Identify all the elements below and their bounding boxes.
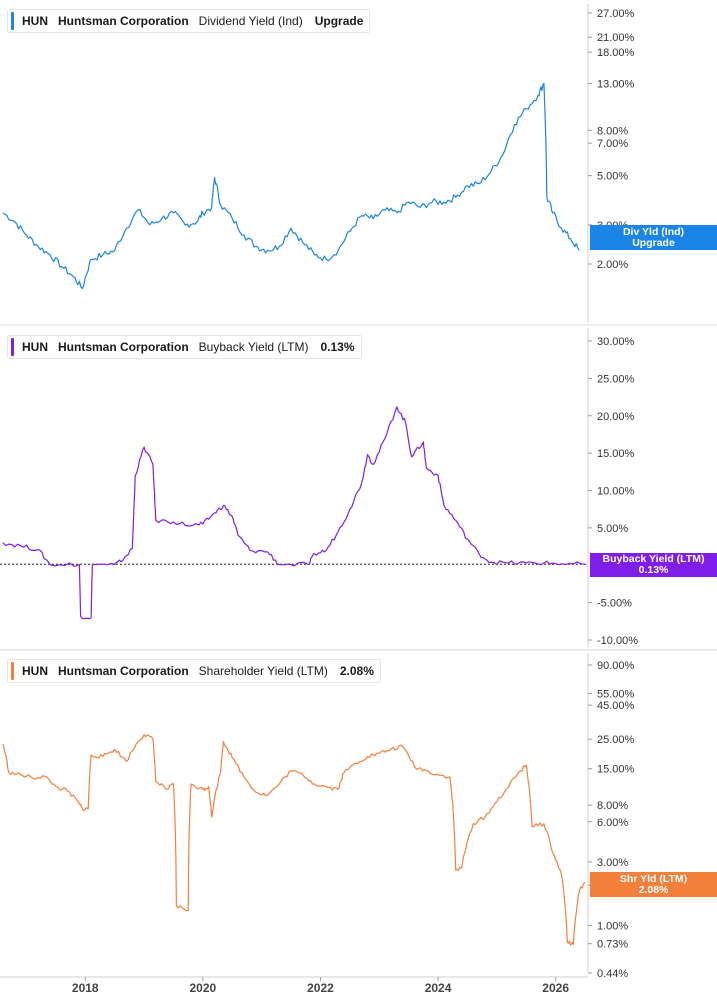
chart-panel-1: 30.00% 25.00% 20.00% 15.00% 10.00% 5.00% -5.00…: [0, 324, 717, 647]
y-tick-label: 13.00%: [597, 78, 635, 90]
legend-shareholder-yield: HUN Huntsman Corporation Shareholder Yie…: [7, 659, 381, 683]
legend-company: Huntsman Corporation: [58, 14, 189, 28]
legend-ticker: HUN: [22, 14, 48, 28]
y-tick-label: 1.00%: [597, 920, 628, 932]
y-tick-label: 0.73%: [597, 939, 628, 951]
x-tick-label: 2018: [72, 981, 99, 995]
x-axis: 2018 2020 2022 2024 2026: [0, 976, 588, 995]
value-flag-shareholder-yield: Shr Yld (LTM) 2.08%: [590, 872, 717, 897]
legend-company: Huntsman Corporation: [58, 340, 189, 354]
y-tick-label: 45.00%: [597, 700, 635, 712]
y-tick-label: 6.00%: [597, 817, 628, 829]
series-swatch: [11, 338, 14, 356]
flag-value: Upgrade: [632, 236, 675, 249]
x-tick-label: 2020: [190, 981, 217, 995]
y-tick-label: 5.00%: [597, 523, 628, 535]
y-tick-label: -10.00%: [597, 635, 638, 647]
flag-value: 2.08%: [638, 883, 669, 896]
y-tick-label: 27.00%: [597, 8, 635, 20]
flag-value: 0.13%: [638, 564, 669, 576]
y-tick-label: 0.44%: [597, 968, 628, 980]
chart-panel-0: 27.00%21.00%18.00%13.00%8.00%7.00%5.00%3…: [2, 4, 635, 322]
y-tick-label: 15.00%: [597, 764, 635, 776]
y-tick-label: 25.00%: [597, 373, 635, 385]
legend-value: 0.13%: [320, 340, 355, 354]
y-tick-label: 8.00%: [597, 125, 628, 137]
legend-ticker: HUN: [22, 664, 48, 678]
value-flag-dividend-yield: Div Yld (Ind) Upgrade: [590, 225, 717, 250]
y-tick-label: 8.00%: [597, 800, 628, 812]
y-tick-label: 30.00%: [597, 336, 635, 348]
y-tick-label: 55.00%: [597, 689, 635, 701]
legend-company: Huntsman Corporation: [58, 664, 189, 678]
y-tick-label: 25.00%: [597, 734, 635, 746]
x-tick-label: 2022: [307, 981, 334, 995]
legend-metric: Shareholder Yield (LTM): [198, 664, 328, 678]
y-tick-label: 21.00%: [597, 32, 635, 44]
series-swatch: [11, 12, 14, 30]
legend-ticker: HUN: [22, 340, 48, 354]
y-tick-label: 18.00%: [597, 47, 635, 59]
flag-label: Shr Yld (LTM): [619, 872, 688, 885]
y-tick-label: 20.00%: [597, 411, 635, 423]
flag-label: Div Yld (Ind): [622, 225, 685, 238]
y-tick-label: 2.00%: [597, 259, 628, 271]
legend-dividend-yield: HUN Huntsman Corporation Dividend Yield …: [7, 9, 371, 33]
legend-value: 2.08%: [339, 664, 374, 678]
y-tick-label: 3.00%: [597, 857, 628, 869]
series-line: [2, 734, 586, 946]
y-tick-label: 90.00%: [597, 660, 635, 672]
legend-buyback-yield: HUN Huntsman Corporation Buyback Yield (…: [7, 335, 362, 359]
y-tick-label: 5.00%: [597, 171, 628, 183]
legend-metric: Buyback Yield (LTM): [198, 340, 309, 354]
series-line: [2, 82, 580, 290]
x-tick-label: 2026: [542, 981, 569, 995]
legend-value: Upgrade: [314, 14, 364, 28]
y-tick-label: 7.00%: [597, 138, 628, 150]
y-tick-label: -5.00%: [597, 598, 632, 610]
series-swatch: [11, 662, 14, 680]
series-line: [2, 406, 586, 620]
y-tick-label: 15.00%: [597, 448, 635, 460]
x-tick-label: 2024: [425, 981, 452, 995]
chart-panel-2: 90.00% 55.00%45.00% 25.00% 15.00% 8.00% 6.00%…: [0, 649, 717, 980]
value-flag-buyback-yield: Buyback Yield (LTM) 0.13%: [590, 553, 717, 577]
flag-label: Buyback Yield (LTM): [602, 553, 705, 565]
y-tick-label: 10.00%: [597, 486, 635, 498]
legend-metric: Dividend Yield (Ind): [198, 14, 303, 28]
